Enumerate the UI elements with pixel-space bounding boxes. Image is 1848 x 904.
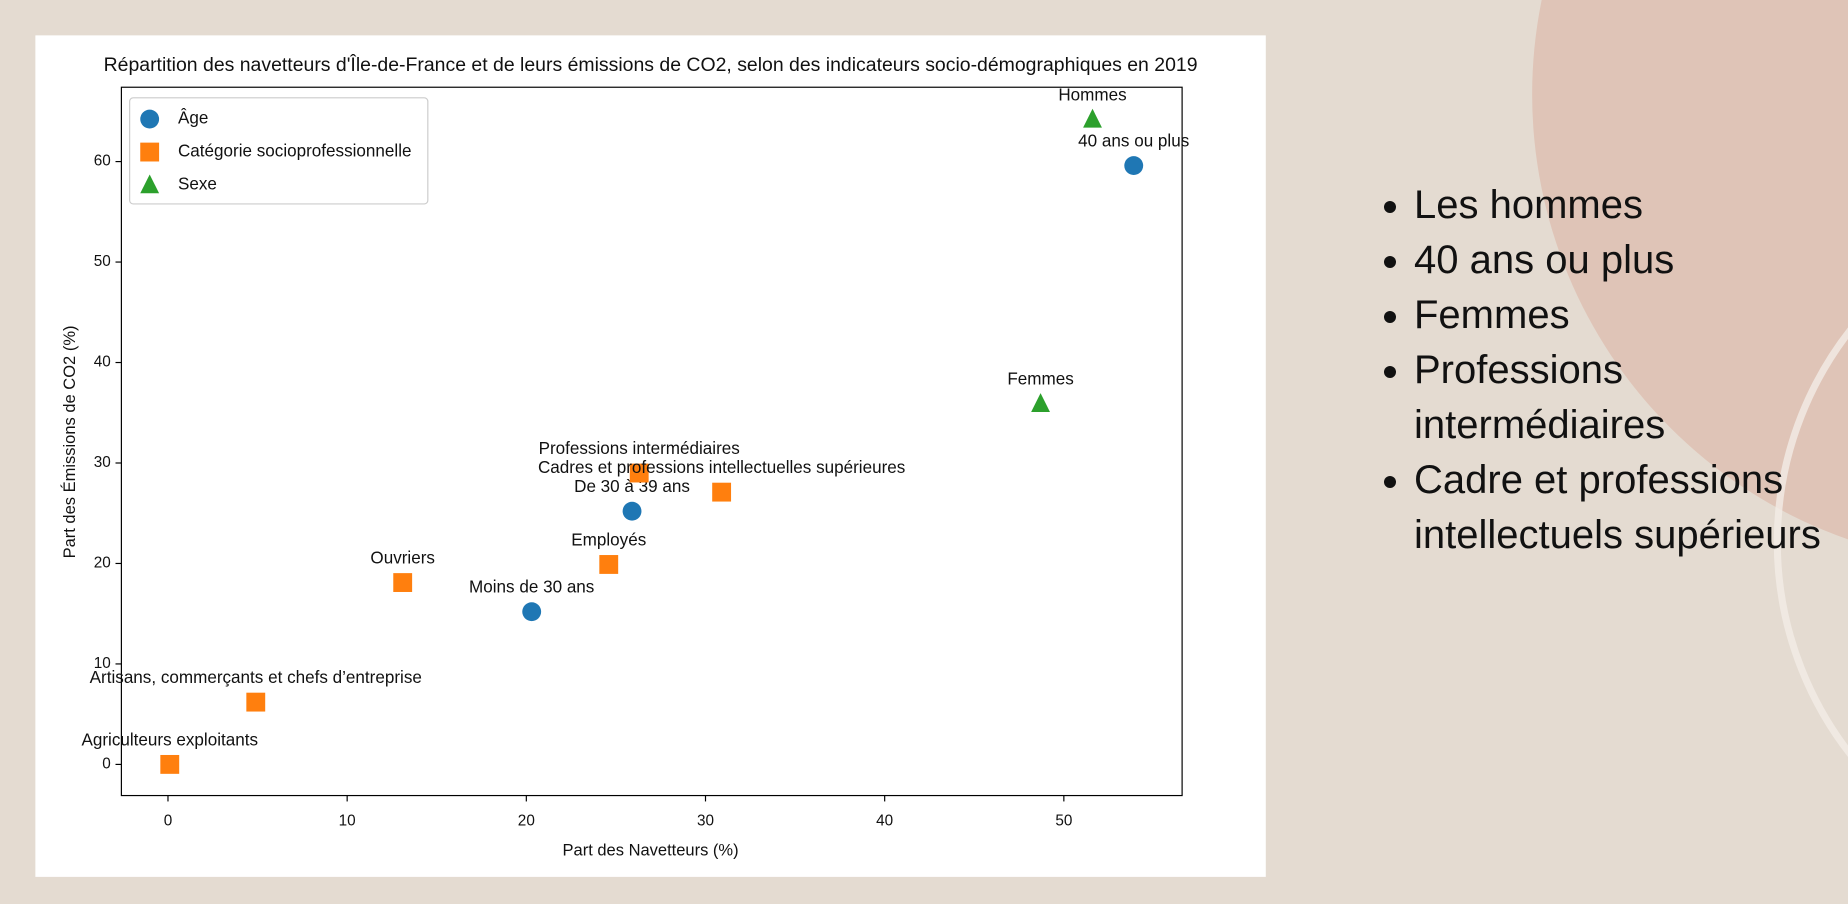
marker-square (599, 555, 619, 574)
x-tick-label: 30 (697, 813, 714, 830)
x-tick-label: 50 (1055, 813, 1072, 830)
decor-arc (1773, 327, 1848, 757)
plot-frame (120, 86, 1183, 797)
marker-square (712, 482, 732, 502)
point-label: Employés (571, 530, 646, 549)
decor-circle (1532, 0, 1848, 540)
point-label: Femmes (1007, 370, 1073, 389)
marker-square (246, 692, 266, 712)
y-tick-label: 10 (94, 655, 111, 672)
point-label: Agriculteurs exploitants (81, 730, 258, 749)
bullet-item: Cadre et professions intellectuels supér… (1414, 453, 1842, 563)
legend-marker (140, 174, 160, 194)
bullet-item: Femmes (1414, 288, 1842, 343)
x-tick-label: 0 (164, 813, 173, 830)
marker-circle (522, 602, 542, 622)
x-tick-label: 20 (518, 813, 535, 830)
x-axis-label: Part des Navetteurs (%) (563, 841, 739, 859)
x-tick-label: 40 (876, 813, 893, 830)
bullet-item: Les hommes (1414, 178, 1842, 233)
legend-label: Catégorie socioprofessionnelle (178, 142, 412, 161)
y-tick-label: 40 (94, 354, 111, 371)
chart-title: Répartition des navetteurs d'Île-de-Fran… (104, 53, 1198, 76)
marker-square (629, 463, 649, 483)
marker-square (160, 754, 180, 774)
point-label: Hommes (1058, 85, 1126, 104)
point-label: De 30 à 39 ans (574, 477, 690, 496)
point-label: Moins de 30 ans (469, 578, 594, 597)
plot: 0 10 20 30 40 50 0 10 20 30 40 50 60 Moins de 30 ans D… (81, 85, 1189, 829)
legend-label: Âge (178, 109, 208, 128)
legend-marker (140, 142, 160, 162)
y-tick-label: 0 (102, 755, 111, 772)
y-tick-label: 30 (94, 454, 111, 471)
legend-box (129, 97, 429, 205)
marker-square (393, 573, 413, 592)
y-tick-label: 20 (94, 555, 111, 572)
point-label: Ouvriers (370, 548, 435, 567)
legend-marker (140, 109, 160, 129)
marker-triangle (1031, 393, 1050, 412)
y-axis-label: Part des Émissions de CO2 (%) (60, 326, 79, 559)
bullet-item: Professions intermédiaires (1414, 343, 1842, 453)
legend-label: Sexe (178, 175, 217, 194)
y-tick-label: 60 (94, 153, 111, 170)
point-label: Artisans, commerçants et chefs d’entrepr… (90, 668, 422, 687)
point-label: Cadres et professions intellectuelles su… (538, 458, 905, 477)
bullet-item: 40 ans ou plus (1414, 233, 1842, 288)
point-label: 40 ans ou plus (1078, 132, 1189, 151)
marker-circle (622, 501, 642, 521)
point-label: Professions intermédiaires (539, 439, 740, 458)
marker-circle (1124, 156, 1144, 176)
y-tick-label: 50 (94, 253, 111, 270)
bullet-list: Les hommes40 ans ou plusFemmesProfession… (1352, 178, 1842, 563)
x-tick-label: 10 (339, 813, 356, 830)
marker-triangle (1083, 108, 1102, 128)
